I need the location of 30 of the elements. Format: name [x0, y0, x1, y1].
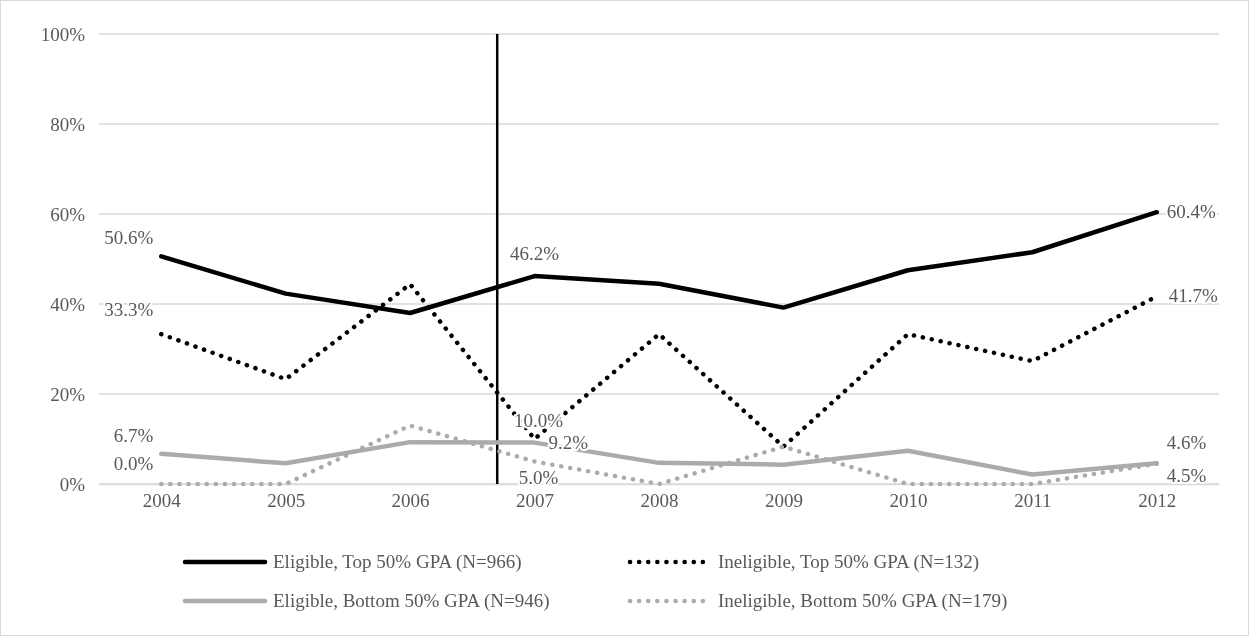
y-tick-label: 60% — [50, 203, 86, 225]
legend-label: Ineligible, Top 50% GPA (N=132) — [718, 551, 980, 573]
x-tick-label: 2004 — [142, 490, 182, 512]
x-tick-label: 2005 — [267, 490, 306, 512]
data-label: 41.7% — [1168, 285, 1219, 307]
data-label: 33.3% — [104, 299, 154, 321]
data-label: 9.2% — [548, 431, 589, 453]
data-label: 46.2% — [510, 243, 560, 265]
y-tick-label: 100% — [40, 23, 86, 45]
y-tick-label: 80% — [50, 113, 86, 135]
data-label: 60.4% — [1166, 201, 1217, 223]
legend-label: Eligible, Bottom 50% GPA (N=946) — [273, 590, 550, 612]
legend-label: Ineligible, Bottom 50% GPA (N=179) — [718, 590, 1008, 612]
x-tick-label: 2011 — [1014, 490, 1052, 512]
data-label: 5.0% — [518, 466, 559, 488]
x-tick-label: 2006 — [391, 490, 430, 512]
x-tick-label: 2009 — [764, 490, 803, 512]
legend-label: Eligible, Top 50% GPA (N=966) — [273, 551, 522, 573]
x-tick-label: 2012 — [1138, 490, 1177, 512]
y-tick-label: 20% — [50, 383, 86, 405]
data-label: 50.6% — [104, 227, 154, 249]
data-label: 6.7% — [113, 424, 154, 446]
x-tick-label: 2008 — [640, 490, 679, 512]
y-tick-label: 0% — [59, 473, 86, 495]
y-tick-label: 40% — [50, 293, 86, 315]
data-label: 0.0% — [113, 453, 154, 474]
x-tick-label: 2007 — [516, 490, 555, 512]
x-tick-label: 2010 — [889, 490, 928, 512]
data-label: 4.5% — [1166, 464, 1207, 486]
data-label: 4.6% — [1166, 432, 1207, 454]
